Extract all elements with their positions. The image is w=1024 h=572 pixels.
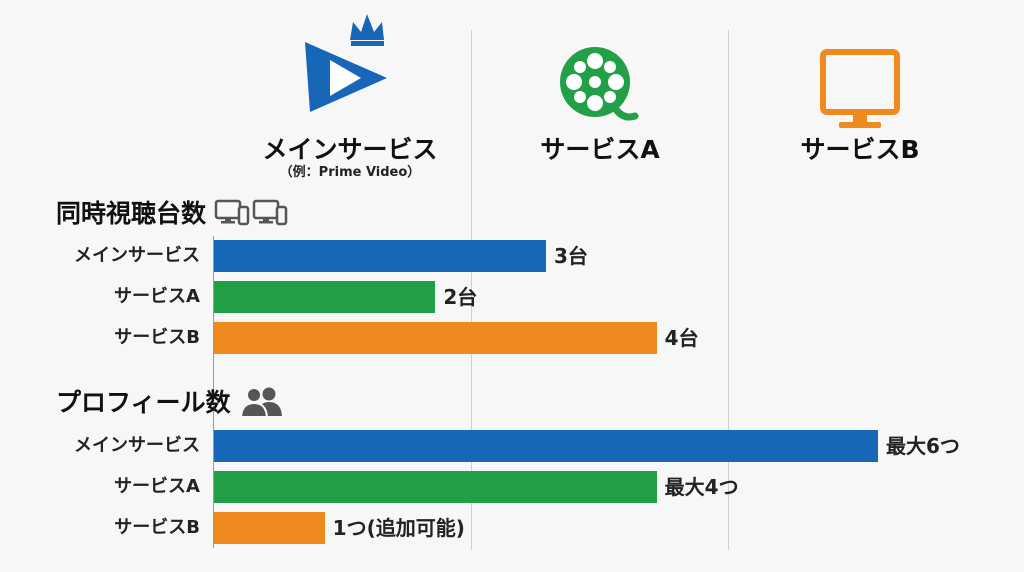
category-label: サービスB — [114, 327, 200, 348]
gridline — [471, 30, 472, 550]
devices-icon — [214, 199, 288, 226]
play-crown-icon — [305, 14, 387, 112]
section-title-simultaneous: 同時視聴台数 — [56, 194, 290, 230]
bar — [214, 471, 657, 503]
category-label: サービスA — [114, 286, 200, 307]
bar — [214, 322, 657, 354]
service-note: （例：Prime Video） — [279, 165, 421, 180]
section-title-text: プロフィール数 — [56, 388, 231, 417]
data-label: 最大6つ — [886, 434, 960, 458]
users-icon — [239, 387, 282, 418]
data-label: 最大4つ — [664, 475, 739, 499]
tv-icon — [820, 49, 900, 128]
category-axis — [213, 236, 214, 548]
bar — [214, 240, 546, 272]
service-name: メインサービス — [262, 135, 438, 164]
service-name: サービスA — [540, 135, 660, 164]
data-label: 3台 — [554, 244, 588, 268]
bar — [214, 430, 878, 462]
bar — [214, 512, 325, 544]
data-label: 4台 — [664, 326, 699, 350]
section-title-text: 同時視聴台数 — [56, 199, 207, 228]
data-label: 1つ(追加可能) — [332, 516, 465, 540]
section-title-profiles: プロフィール数 — [56, 383, 285, 419]
service-header-b: サービスB — [770, 10, 950, 165]
bar — [214, 281, 436, 313]
film-reel-icon — [560, 47, 639, 121]
service-header-main: メインサービス （例：Prime Video） — [240, 10, 460, 181]
service-header-a: サービスA — [510, 10, 690, 165]
category-label: サービスA — [114, 476, 200, 497]
service-name: サービスB — [800, 135, 920, 164]
category-label: サービスB — [114, 517, 200, 538]
data-label: 2台 — [443, 285, 478, 309]
category-label: メインサービス — [74, 435, 200, 456]
category-label: メインサービス — [74, 245, 200, 266]
gridline — [728, 30, 729, 550]
